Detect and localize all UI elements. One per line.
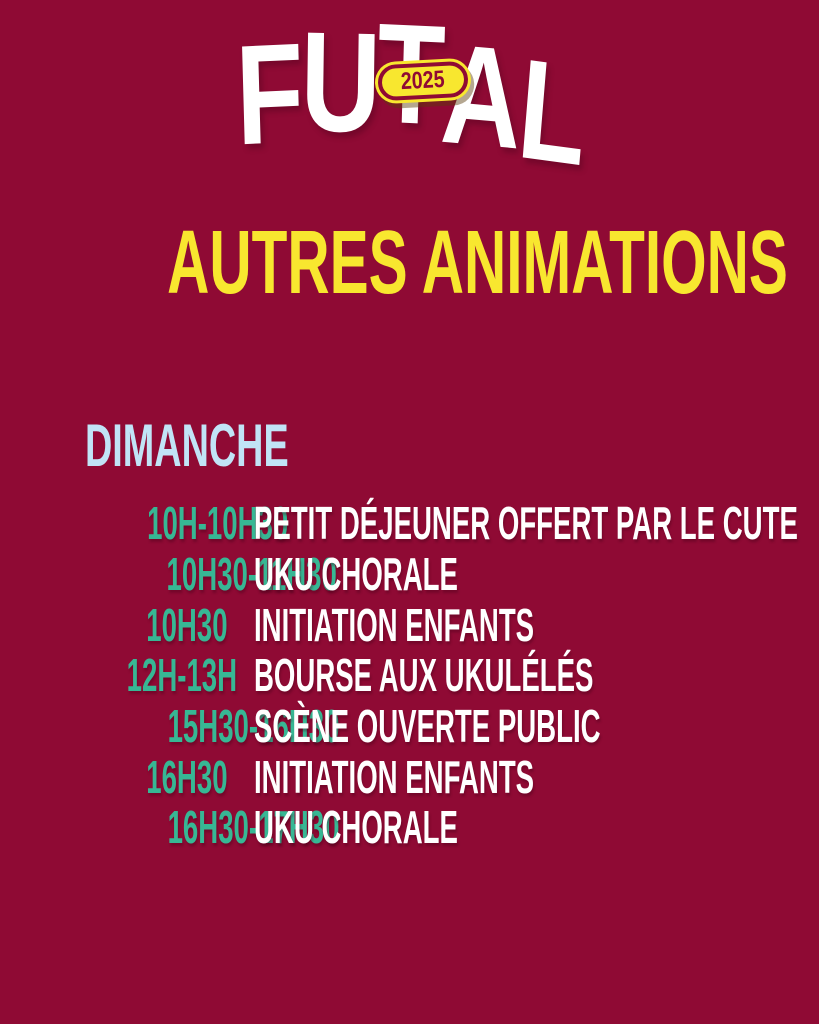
schedule-event-cell: INITIATION ENFANTS [254, 754, 766, 800]
page-title: AUTRES ANIMATIONS [167, 213, 788, 313]
schedule-row: 12H-13H BOURSE AUX UKULÉLÉS [53, 650, 766, 701]
schedule-time-cell: 16H30-17H30 [53, 804, 340, 850]
schedule-time-cell: 15H30-16H30 [53, 703, 340, 749]
schedule-row: 15H30-16H30 SCÈNE OUVERTE PUBLIC [53, 701, 766, 752]
schedule-event-cell: INITIATION ENFANTS [254, 602, 766, 648]
schedule-row: 10H-10H30 PETIT DÉJEUNER OFFERT PAR LE C… [53, 498, 798, 549]
day-heading: DIMANCHE [85, 412, 289, 479]
schedule-time-cell: 10H30-11H30 [53, 551, 337, 597]
schedule-event: SCÈNE OUVERTE PUBLIC [254, 700, 601, 753]
schedule-event-cell: UKU CHORALE [254, 551, 766, 597]
schedule-row: 10H30-11H30 UKU CHORALE [53, 549, 766, 600]
schedule-list: 10H-10H30 PETIT DÉJEUNER OFFERT PAR LE C… [53, 498, 798, 853]
schedule-time: 16H30 [146, 750, 228, 803]
schedule-time: 10H-10H30 [147, 497, 289, 550]
schedule-event: PETIT DÉJEUNER OFFERT PAR LE CUTE [254, 497, 798, 550]
year-badge-ring: 2025 [377, 60, 469, 102]
schedule-event-cell: SCÈNE OUVERTE PUBLIC [254, 703, 819, 749]
schedule-event-cell: BOURSE AUX UKULÉLÉS [254, 652, 819, 698]
schedule-row: 10H30 INITIATION ENFANTS [53, 599, 766, 650]
schedule-time-cell: 16H30 [53, 754, 228, 800]
schedule-event-cell: UKU CHORALE [254, 804, 766, 850]
page-title-wrap: AUTRES ANIMATIONS [0, 218, 819, 308]
schedule-event: INITIATION ENFANTS [254, 750, 535, 803]
schedule-event-cell: PETIT DÉJEUNER OFFERT PAR LE CUTE [254, 500, 819, 546]
schedule-event: BOURSE AUX UKULÉLÉS [254, 649, 594, 702]
schedule-time: 10H30-11H30 [166, 548, 337, 601]
year-badge-label: 2025 [400, 65, 446, 96]
year-badge: 2025 [373, 57, 473, 105]
schedule-event: UKU CHORALE [254, 801, 458, 854]
schedule-event: INITIATION ENFANTS [254, 598, 535, 651]
schedule-row: 16H30-17H30 UKU CHORALE [53, 802, 766, 853]
logo-letter-f: F [233, 13, 303, 176]
schedule-row: 16H30 INITIATION ENFANTS [53, 751, 766, 802]
schedule-time: 15H30-16H30 [167, 700, 340, 753]
schedule-time: 10H30 [146, 598, 228, 651]
schedule-time-cell: 10H30 [53, 602, 228, 648]
logo-letter-l: L [512, 29, 590, 196]
schedule-time-cell: 10H-10H30 [53, 500, 288, 546]
schedule-event: UKU CHORALE [254, 548, 458, 601]
day-heading-wrap: DIMANCHE [85, 416, 408, 476]
logo-letter-u: U [299, 2, 379, 163]
schedule-time-cell: 12H-13H [53, 652, 237, 698]
schedule-time: 16H30-17H30 [167, 801, 340, 854]
schedule-time: 12H-13H [126, 649, 238, 702]
